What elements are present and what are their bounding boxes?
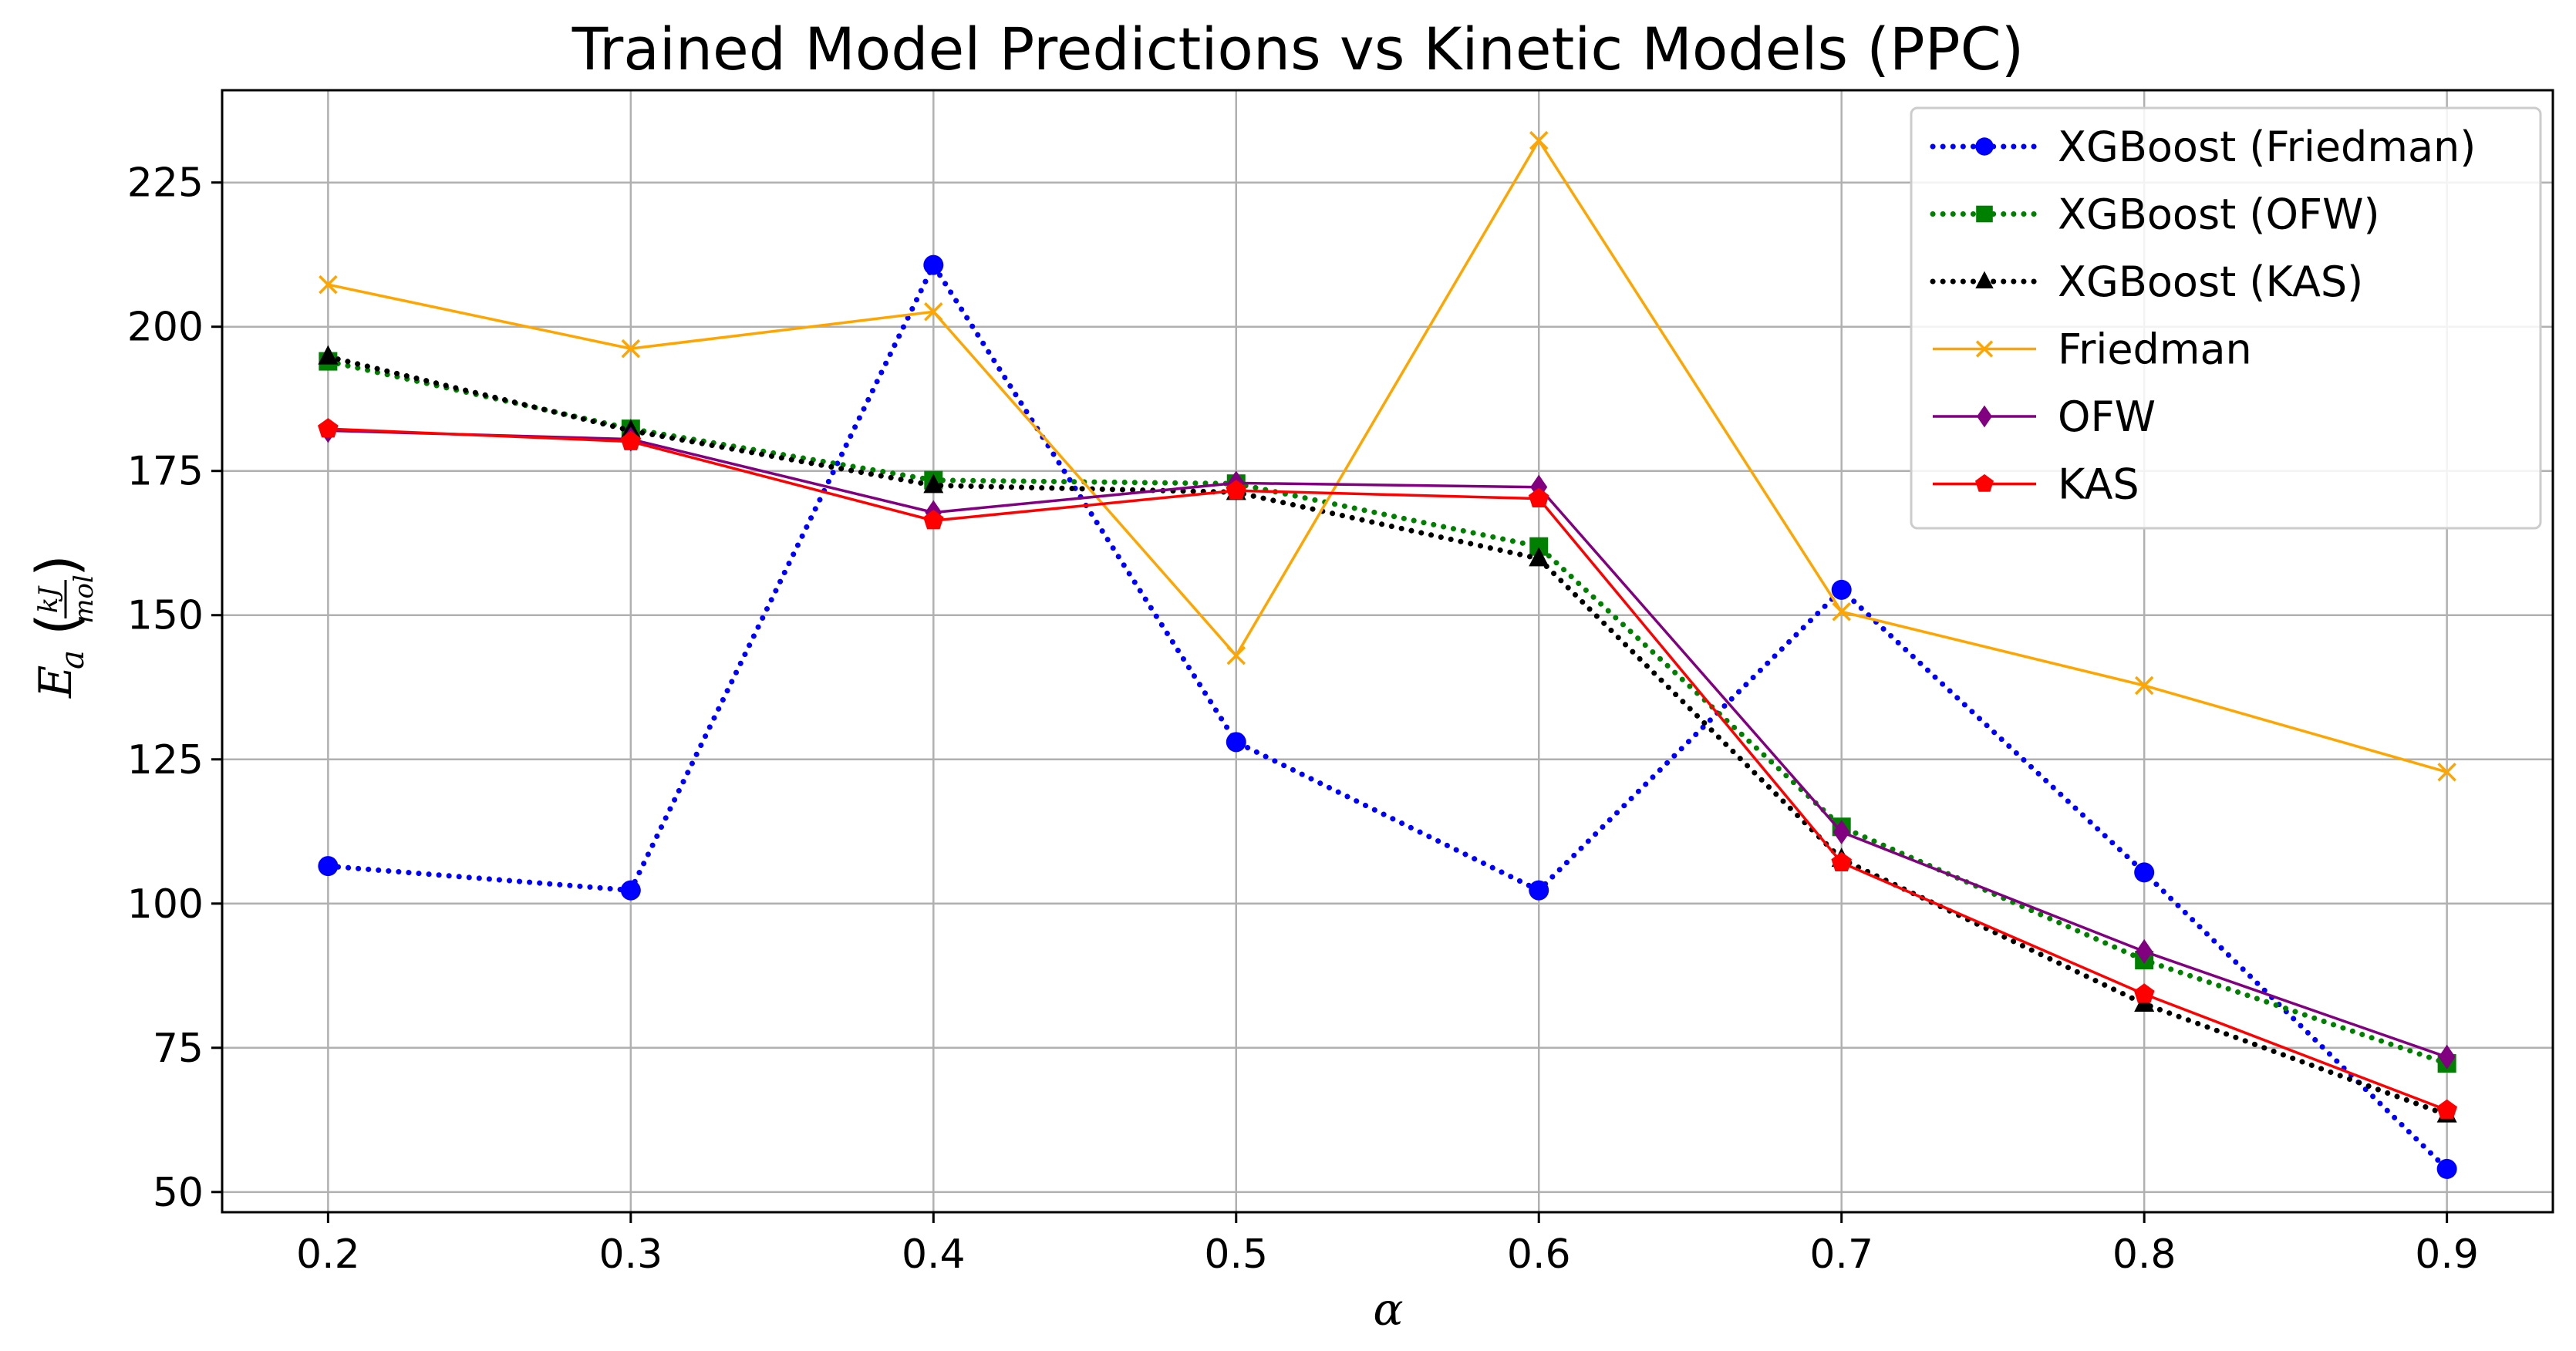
x-tick-label: 0.7 [1809,1231,1873,1278]
y-tick-label: 200 [127,305,204,351]
x-tick-label: 0.2 [296,1231,360,1278]
x-tick-label: 0.5 [1204,1231,1268,1278]
data-point [2436,1158,2457,1179]
data-point [1977,405,1992,428]
data-point [319,275,338,295]
data-point [2437,762,2456,782]
legend-frame [1910,106,2542,530]
data-point [318,418,339,438]
data-point [1975,473,1994,492]
y-label-unit-numerator: kJ [33,585,64,614]
data-point [2133,983,2155,1003]
legend-label: XGBoost (KAS) [2058,258,2363,306]
plot-frame [221,89,2554,1214]
data-point [1226,480,1247,500]
y-label-subscript: a [53,650,91,669]
legend-item: KAS [1933,460,2139,509]
series-line [325,354,2450,1118]
data-point [1529,547,1549,567]
data-point [923,473,944,494]
data-point [1529,130,1549,150]
data-point [318,856,339,877]
series-line [328,429,2448,1059]
data-point [923,254,944,275]
legend-item: XGBoost (OFW) [1930,190,2380,239]
data-point [1831,851,1852,871]
series-xgboost-friedman [318,254,2457,1179]
data-point [1975,340,1994,358]
y-tick-label: 225 [127,160,204,207]
data-point [1833,820,1850,845]
x-tick-label: 0.4 [902,1231,966,1278]
legend-item: XGBoost (Friedman) [1930,123,2476,171]
y-tick-label: 75 [153,1026,204,1072]
data-point [2438,1044,2456,1070]
y-axis-label: Ea (kJ mol) [25,554,99,699]
ticks: 0.2 0.3 0.4 0.5 0.6 0.7 0.8 0.9 50 75 100 125 150 175… [127,160,2479,1278]
data-point [621,339,641,359]
x-tick-label: 0.8 [2112,1231,2176,1278]
data-point [1226,732,1246,753]
y-label-paren-close: ) [25,554,91,577]
y-label-main: E [29,665,82,699]
series-layer [318,130,2457,1179]
y-label-paren-open: ( [25,613,91,635]
legend-item: OFW [1933,392,2156,441]
y-label-unit-denominator: mol [69,574,99,624]
data-point [1529,880,1549,901]
series-line [328,427,2448,1112]
chart-title: Trained Model Predictions vs Kinetic Mod… [572,15,2025,83]
data-point [1831,579,1852,600]
legend-label: XGBoost (OFW) [2058,190,2380,239]
x-axis-label: α [1373,1283,1403,1336]
x-tick-label: 0.3 [598,1231,663,1278]
data-point [1528,487,1549,507]
legend-label: Friedman [2058,325,2252,374]
legend: XGBoost (Friedman) XGBoost (OFW) XGBoost (… [1910,106,2542,530]
data-point [2436,1099,2457,1119]
y-tick-label: 50 [153,1170,204,1216]
data-point [1975,271,1994,288]
data-point [318,345,339,365]
y-tick-label: 150 [127,593,204,639]
data-point [1976,205,1993,223]
data-point [620,880,641,901]
data-point [2136,938,2153,964]
series-friedman [319,130,2456,782]
legend-item: Friedman [1933,325,2252,374]
data-point [1832,602,1851,622]
data-point [1975,137,1994,156]
legend-label: KAS [2058,460,2139,509]
data-point [620,430,642,450]
data-point [2134,862,2155,883]
legend-label: XGBoost (Friedman) [2058,123,2476,171]
legend-label: OFW [2058,392,2156,441]
y-tick-label: 125 [127,737,204,783]
data-point [2134,676,2154,696]
series-line [328,137,2448,773]
data-point [923,510,944,530]
y-tick-label: 175 [127,449,204,495]
data-point [1226,645,1246,665]
y-tick-label: 100 [127,881,204,928]
data-point [924,302,943,322]
series-kas [318,418,2457,1119]
legend-item: XGBoost (KAS) [1930,258,2363,306]
x-tick-label: 0.6 [1507,1231,1571,1278]
x-tick-label: 0.9 [2415,1231,2479,1278]
